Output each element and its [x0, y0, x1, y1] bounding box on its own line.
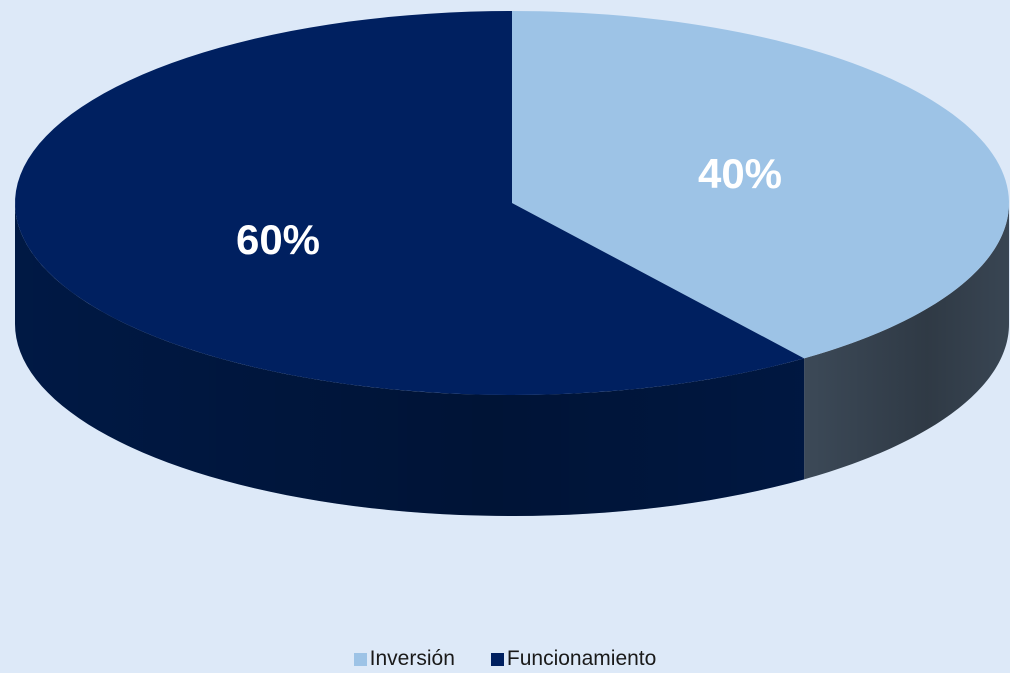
pie-sides [15, 203, 1009, 516]
legend-swatch-inversion [353, 652, 367, 666]
data-label-funcionamiento: 60% [236, 216, 320, 263]
legend-label-funcionamiento: Funcionamiento [506, 647, 657, 670]
pie-tops [15, 11, 1009, 395]
legend-entry-inversion: Inversión [353, 647, 455, 671]
legend-swatch-funcionamiento [490, 652, 504, 666]
pie-slice-inversión [512, 11, 1009, 359]
legend-entry-funcionamiento: Funcionamiento [490, 647, 657, 671]
pie-slice-funcionamiento [15, 11, 805, 395]
pie-side-shade-0 [804, 203, 1009, 480]
pie-data-labels: 40% 60% [236, 150, 782, 263]
legend-label-inversion: Inversión [369, 647, 455, 670]
pie-side-shade-1 [15, 203, 805, 516]
legend: Inversión Funcionamiento [0, 647, 1010, 671]
data-label-inversión: 40% [698, 150, 782, 197]
